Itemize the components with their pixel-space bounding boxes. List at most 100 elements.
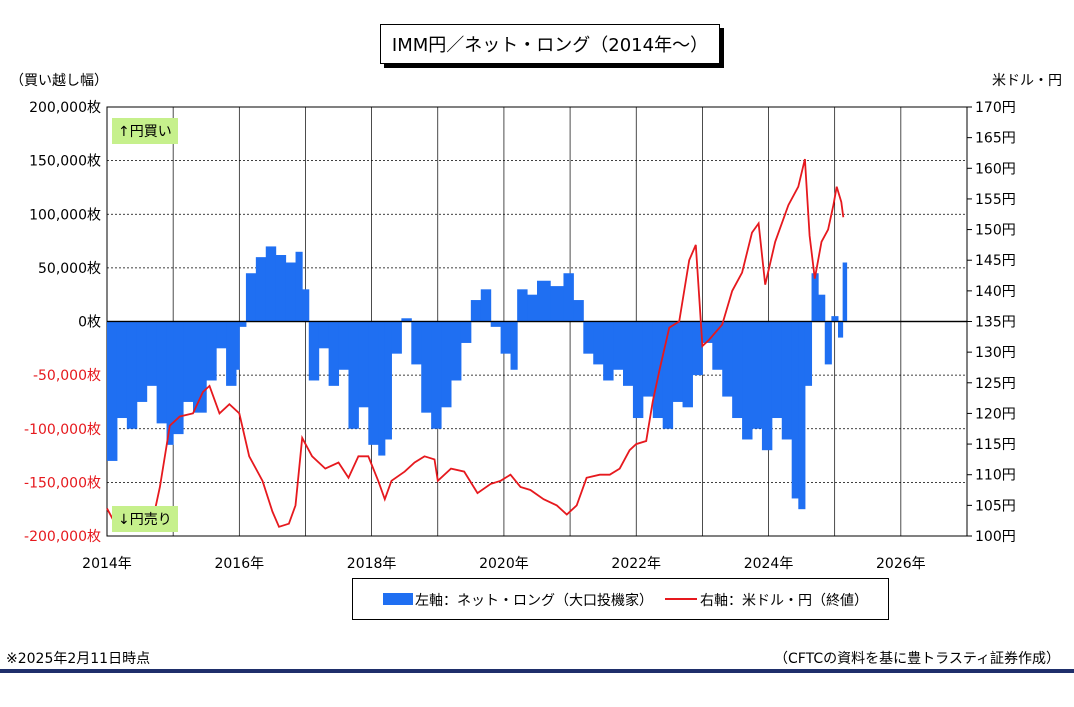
legend-bar-swatch — [383, 593, 413, 605]
net-long-bar — [563, 273, 574, 322]
x-tick-label: 2026年 — [876, 556, 926, 572]
y-right-tick-label: 100円 — [975, 529, 1016, 545]
net-long-bar — [308, 321, 320, 381]
net-long-bar — [490, 321, 502, 327]
net-long-bar — [722, 321, 733, 397]
x-tick-label: 2020年 — [479, 556, 529, 572]
net-long-bar — [193, 321, 207, 413]
net-long-bar — [460, 321, 472, 343]
net-long-bar — [583, 321, 594, 354]
net-long-bar — [295, 251, 303, 322]
net-long-bar — [712, 321, 723, 370]
y-left-tick-label: 50,000枚 — [38, 261, 101, 277]
net-long-bar — [302, 289, 310, 322]
net-long-bar — [480, 289, 492, 322]
net-long-bar — [107, 321, 118, 461]
y-right-tick-label: 170円 — [975, 100, 1016, 116]
net-long-bar — [411, 321, 422, 365]
usdjpy-line — [106, 158, 845, 528]
net-long-bar — [742, 321, 753, 440]
y-left-tick-label: 100,000枚 — [29, 207, 101, 223]
net-long-bar — [682, 321, 693, 408]
net-long-bar — [573, 300, 584, 322]
legend-bar-label: 左軸：ネット・ロング（大口投機家） — [415, 593, 653, 609]
x-tick-label: 2022年 — [611, 556, 661, 572]
net-long-bar — [245, 273, 257, 322]
y-left-tick-label: -200,000枚 — [24, 529, 101, 545]
net-long-bar — [236, 321, 240, 370]
y-left-tick-label: 200,000枚 — [29, 100, 101, 116]
net-long-bar — [239, 321, 247, 327]
net-long-bar — [206, 321, 217, 381]
net-long-bar — [824, 321, 832, 365]
net-long-bar — [166, 321, 174, 445]
legend-line-label: 右軸：米ドル・円（終値） — [700, 593, 868, 609]
net-long-bar — [791, 321, 799, 499]
net-long-bar — [798, 321, 806, 510]
net-long-bar — [358, 321, 369, 408]
net-long-bar — [338, 321, 349, 370]
net-long-bar — [831, 316, 839, 322]
net-long-bar — [642, 321, 654, 397]
net-long-bar — [275, 255, 287, 322]
x-tick-label: 2024年 — [744, 556, 794, 572]
net-long-bar — [216, 321, 227, 349]
net-long-bar — [818, 294, 826, 322]
x-tick-label: 2014年 — [82, 556, 132, 572]
net-long-bar — [451, 321, 462, 381]
net-long-bar — [550, 286, 564, 322]
net-long-bar — [842, 262, 848, 322]
net-long-bar — [421, 321, 432, 413]
y-right-tick-label: 165円 — [975, 131, 1016, 147]
net-long-bar — [431, 321, 442, 429]
footnote: ※2025年2月11日時点 — [6, 651, 151, 667]
net-long-bar — [384, 321, 392, 440]
net-long-bar — [441, 321, 452, 408]
y-left-tick-label: 0枚 — [78, 315, 101, 331]
net-long-bar — [593, 321, 604, 365]
y-left-tick-label: 150,000枚 — [29, 154, 101, 170]
net-long-bar — [781, 321, 793, 440]
net-long-bar — [183, 321, 194, 402]
y-right-tick-label: 105円 — [975, 498, 1016, 514]
net-long-bar — [285, 262, 297, 322]
y-left-tick-label: -150,000枚 — [24, 475, 101, 491]
net-long-bar — [500, 321, 512, 354]
y-left-tick-label: -100,000枚 — [24, 422, 101, 438]
net-long-bar — [318, 321, 330, 349]
yen-buy-label: ↑円買い — [112, 118, 178, 144]
y-right-tick-label: 120円 — [975, 406, 1016, 422]
y-right-tick-label: 155円 — [975, 192, 1016, 208]
net-long-bar — [328, 321, 340, 386]
x-tick-label: 2016年 — [214, 556, 264, 572]
y-right-tick-label: 130円 — [975, 345, 1016, 361]
net-long-bar — [603, 321, 614, 381]
net-long-bar — [116, 321, 128, 419]
net-long-bar — [702, 321, 713, 343]
bottom-rule — [0, 669, 1074, 673]
net-long-bar — [804, 321, 813, 386]
net-long-bar — [838, 321, 844, 338]
y-right-tick-label: 160円 — [975, 161, 1016, 177]
x-tick-label: 2018年 — [347, 556, 397, 572]
net-long-bar — [368, 321, 379, 445]
y-right-tick-label: 135円 — [975, 315, 1016, 331]
y-left-tick-label: -50,000枚 — [33, 368, 101, 384]
net-long-bar — [173, 321, 184, 435]
y-right-tick-label: 140円 — [975, 284, 1016, 300]
left-axis-unit: （買い越し幅） — [10, 73, 108, 89]
net-long-bar — [348, 321, 359, 429]
net-long-bar — [510, 321, 518, 370]
net-long-bar — [378, 321, 386, 456]
right-axis-unit: 米ドル・円 — [992, 73, 1062, 89]
y-right-tick-label: 110円 — [975, 468, 1016, 484]
legend: 左軸：ネット・ロング（大口投機家） 右軸：米ドル・円（終値） — [352, 578, 889, 620]
net-long-bar — [811, 273, 819, 322]
net-long-bar — [652, 321, 664, 419]
net-long-bar — [265, 246, 277, 322]
net-long-bar — [732, 321, 743, 419]
net-long-bar — [146, 321, 158, 386]
net-long-bar — [226, 321, 237, 386]
source-note: （CFTCの資料を基に豊トラスティ証券作成） — [774, 651, 1060, 667]
